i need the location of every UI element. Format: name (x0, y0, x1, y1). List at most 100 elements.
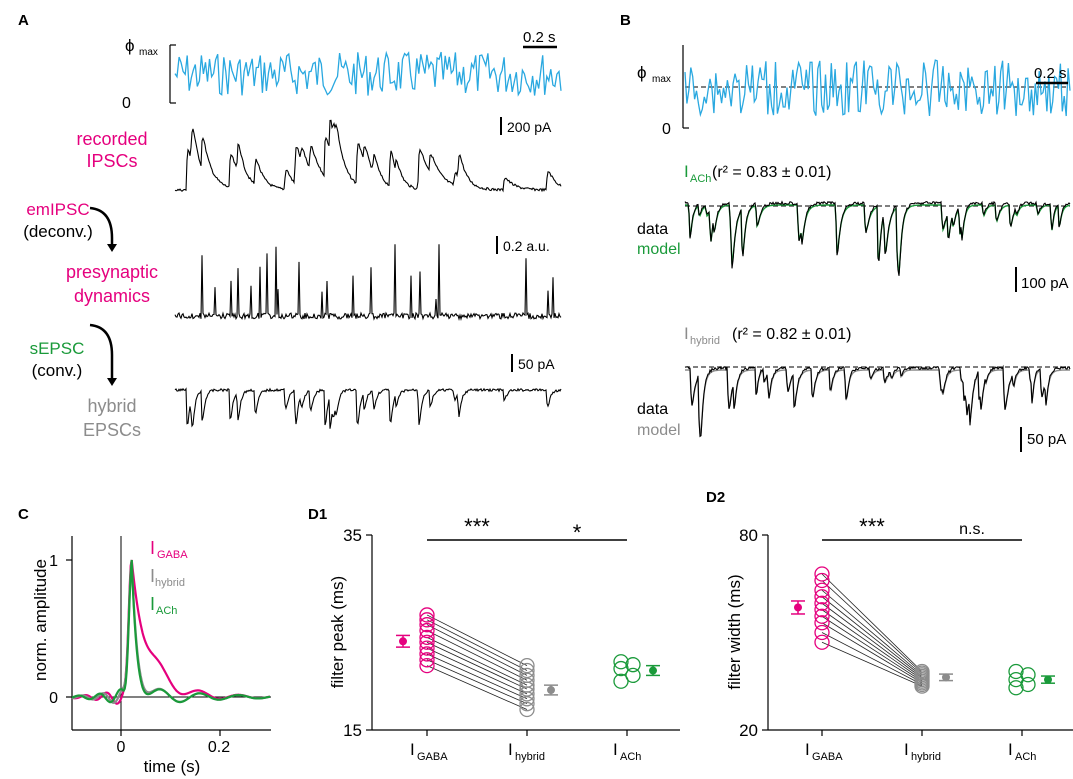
c-xtick-label-0: 0 (117, 739, 126, 756)
deconv-arrow (89, 206, 114, 246)
d2-pair-line (821, 602, 923, 679)
phi-label: ϕ (125, 36, 135, 55)
d1-sig-label-2: * (573, 520, 582, 545)
panel-b: B ϕ max 0 0.2 s I ACh (r² = 0.83 ± 0.01)… (620, 12, 1071, 452)
d2-gaba-point (814, 608, 830, 624)
b-phi-label: ϕ (637, 63, 647, 82)
d2-cat-hybrid-sub: hybrid (911, 751, 941, 763)
hybrid-fit-i: I (684, 324, 689, 343)
recorded-label: recorded (76, 129, 147, 149)
c-legend-hybrid-i: I (150, 566, 155, 586)
panel-label-b: B (620, 12, 631, 29)
d2-pair-line (821, 589, 923, 676)
ach-fit-stat: (r² = 0.83 ± 0.01) (712, 164, 832, 181)
d1-cat-gaba-sub: GABA (417, 751, 448, 763)
d1-pair-line (426, 624, 528, 676)
epsc-scale-label: 50 pA (518, 356, 555, 372)
d1-ytick-label-top: 35 (343, 526, 362, 545)
d2-data-marks (791, 566, 1055, 696)
ipscs-label: IPSCs (86, 151, 137, 171)
d2-gaba-point (814, 572, 830, 589)
d2-cat-hybrid-i: I (904, 740, 909, 759)
panel-label-a: A (18, 12, 29, 29)
ach-model-legend: model (637, 241, 681, 258)
ach-fit-sub: ACh (690, 173, 711, 185)
d2-hybrid-point (914, 678, 930, 694)
panel-label-d1: D1 (308, 506, 327, 523)
d1-gaba-point (419, 634, 435, 650)
hybrid-data-legend: data (637, 401, 668, 418)
d1-ach-point (613, 660, 629, 677)
ach-scale-label: 100 pA (1021, 275, 1069, 292)
d1-ach-point (625, 657, 641, 673)
b-phi-sub: max (652, 74, 671, 85)
panel-label-d2: D2 (706, 489, 725, 506)
d2-gaba-point (814, 582, 830, 598)
d1-pair-line (426, 641, 528, 690)
d1-hybrid-point (519, 701, 535, 718)
d1-ach-point (613, 654, 629, 670)
ipsc-scale-label: 200 pA (507, 119, 552, 135)
d1-gaba-point (419, 607, 435, 623)
c-xtick-label-02: 0.2 (208, 739, 230, 756)
c-line-ach (71, 559, 271, 704)
c-ytick-label-1: 1 (49, 553, 58, 570)
d2-cat-ach-i: I (1008, 740, 1013, 759)
d2-gaba-point (814, 589, 830, 605)
sepsc-label: sEPSC (30, 339, 85, 358)
c-ylabel: norm. amplitude (31, 559, 50, 681)
d2-gaba-point (814, 624, 830, 641)
d1-hybrid-point (519, 686, 535, 702)
phi-sub: max (139, 47, 158, 58)
c-legend-hybrid-sub: hybrid (155, 577, 185, 589)
c-legend-ach-sub: ACh (156, 605, 177, 617)
d2-pair-line (821, 641, 923, 687)
d1-ylabel: filter peak (ms) (328, 576, 347, 688)
d1-pair-line (426, 619, 528, 671)
d1-hybrid-mean (547, 686, 555, 695)
hybrid-fit-sub: hybrid (690, 335, 720, 347)
conv-arrow (89, 323, 114, 380)
d2-ytick-label-bottom: 20 (739, 721, 758, 740)
d2-cat-gaba-sub: GABA (812, 751, 843, 763)
d1-cat-hybrid-i: I (508, 740, 513, 759)
deconv-arrowhead (107, 244, 117, 252)
c-filter-lines (71, 559, 271, 705)
d1-pair-line (426, 665, 528, 710)
b-phi-max-trace (684, 59, 1071, 118)
d1-hybrid-point (519, 696, 535, 712)
panel-label-c: C (18, 506, 29, 523)
deconv-label: (deconv.) (23, 222, 93, 241)
d2-ach-point (1008, 680, 1024, 696)
d2-pair-line (821, 622, 923, 684)
c-xlabel: time (s) (144, 757, 201, 776)
d1-gaba-point (419, 646, 435, 662)
d2-sig-label-2: n.s. (959, 521, 985, 538)
d2-ylabel: filter width (ms) (725, 574, 744, 689)
d2-gaba-point (814, 566, 830, 582)
d2-gaba-point (814, 615, 830, 631)
ach-data-trace (684, 200, 1071, 276)
d1-pair-line (426, 637, 528, 686)
dynamics-label: dynamics (74, 286, 150, 306)
d1-hybrid-point (519, 691, 535, 707)
panel-d1: D1 35 15 filter peak (ms) I GABA I hybri… (308, 506, 680, 763)
d1-cat-gaba-i: I (410, 740, 415, 759)
hybrid-model-legend: model (637, 422, 681, 439)
ach-data-legend: data (637, 221, 668, 238)
conv-label: (conv.) (32, 361, 83, 380)
d1-data-marks (396, 607, 660, 718)
phi-zero: 0 (122, 95, 131, 112)
d2-cat-gaba-i: I (805, 740, 810, 759)
emipsc-label: emIPSC (26, 200, 89, 219)
dyn-scale-label: 0.2 a.u. (503, 238, 550, 254)
d1-gaba-point (419, 658, 435, 674)
d1-gaba-point (419, 640, 435, 656)
panel-d2: D2 80 20 filter width (ms) I GABA I hybr… (706, 489, 1073, 763)
d1-cat-hybrid-sub: hybrid (515, 751, 545, 763)
ach-fit-i: I (684, 162, 689, 181)
hybrid-data-trace (684, 364, 1071, 438)
d2-ach-mean (1044, 675, 1052, 684)
phi-max-trace (174, 50, 562, 97)
presynaptic-label: presynaptic (66, 262, 158, 282)
